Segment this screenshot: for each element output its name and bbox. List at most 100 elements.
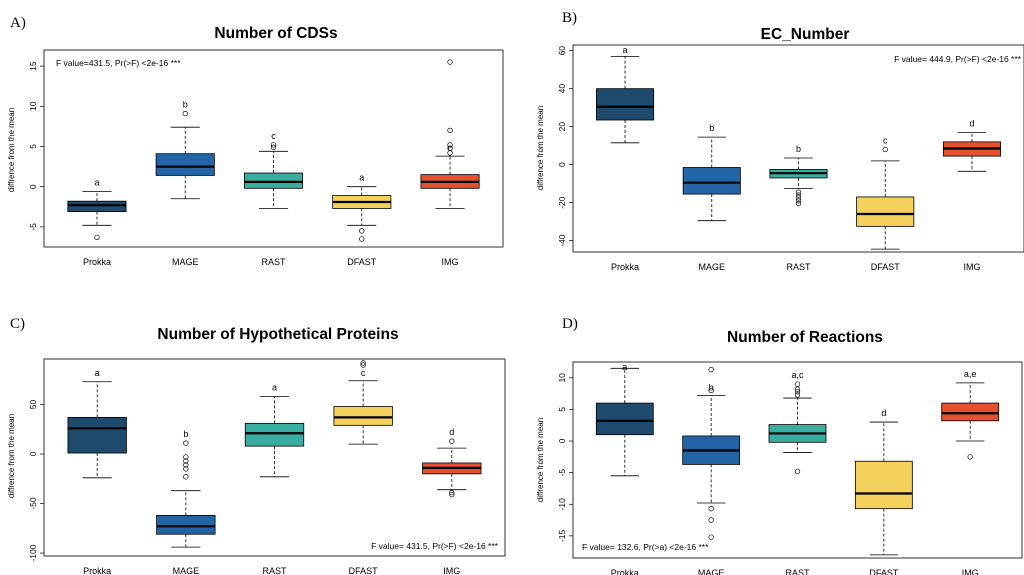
outlier-point (795, 198, 802, 204)
box-body (595, 402, 654, 436)
stat-annotation: F value=431.5, Pr(>F) <2e-16 *** (56, 58, 181, 68)
x-tick-label: Prokka (83, 257, 111, 267)
box-dfast: d DFAST (854, 408, 913, 575)
y-tick-label: -10 (557, 498, 567, 511)
box-rast: a,c RAST (768, 370, 827, 575)
plot-frame (572, 361, 1023, 559)
outlier-point (449, 491, 455, 498)
stat-annotation: F value= 132.6, Pr(>a) <2e-16 *** (582, 542, 709, 552)
significance-letter: a (95, 368, 100, 378)
significance-letter: b (183, 100, 188, 110)
outlier-point (183, 474, 189, 480)
y-tick-label: -5 (28, 223, 38, 231)
outlier-point (708, 366, 714, 373)
y-tick-label: -5 (557, 469, 567, 477)
box-body (67, 417, 127, 454)
y-tick-label: 20 (557, 122, 567, 132)
chart-title: Number of CDSs (214, 25, 337, 42)
box-body (333, 406, 393, 426)
x-tick-label: DFAST (871, 262, 901, 272)
box-rast: c RAST (243, 131, 304, 267)
outlier-point (795, 200, 802, 207)
box-body (596, 88, 655, 121)
outlier-point (183, 466, 189, 472)
stat-annotation: F value= 431.5, Pr(>F) <2e-16 *** (371, 541, 499, 551)
chart-title: EC_Number (761, 26, 850, 43)
significance-letter: a (623, 45, 628, 55)
outlier-point (270, 144, 277, 150)
significance-letter: a (622, 362, 627, 372)
outlier-point (360, 362, 366, 368)
x-tick-label: MAGE (699, 262, 726, 272)
y-tick-label: 0 (557, 162, 567, 167)
box-mage: b MAGE (156, 429, 216, 575)
box-body (243, 172, 304, 189)
box-body (682, 167, 741, 195)
y-tick-label: -40 (557, 234, 567, 247)
y-axis-label: diffrence from the mean (536, 418, 545, 502)
y-tick-label: 5 (28, 144, 38, 149)
y-tick-label: 40 (557, 84, 567, 94)
panel-letter: A) (10, 15, 26, 31)
y-tick-label: -50 (28, 497, 38, 510)
significance-letter: d (969, 118, 974, 128)
outlier-point (359, 228, 365, 234)
x-tick-label: DFAST (347, 257, 377, 267)
significance-letter: a,c (791, 370, 804, 380)
significance-letter: c (883, 135, 888, 145)
significance-letter: a (359, 173, 364, 183)
outlier-point (882, 146, 888, 153)
significance-letter: d (449, 427, 454, 437)
outlier-point (449, 489, 455, 496)
plot-frame (572, 44, 1024, 253)
x-tick-label: IMG (963, 262, 980, 272)
significance-letter: d (881, 408, 886, 418)
x-tick-label: RAST (786, 262, 811, 272)
y-tick-label: 60 (557, 46, 567, 56)
x-tick-label: MAGE (698, 568, 725, 575)
box-body (244, 422, 305, 447)
x-tick-label: RAST (262, 566, 287, 575)
panel-letter: D) (562, 316, 578, 332)
significance-letter: b (183, 429, 188, 439)
plot-frame (43, 358, 506, 557)
significance-letter: a (272, 383, 277, 393)
box-dfast: a DFAST (332, 173, 392, 267)
box-prokka: a Prokka (67, 178, 127, 267)
y-tick-label: 0 (28, 184, 38, 189)
outlier-point (794, 468, 801, 475)
box-img: a,e IMG (941, 369, 1000, 575)
y-axis-label: diffrence from the mean (7, 414, 16, 498)
outlier-point (795, 189, 802, 195)
box-body (941, 402, 1000, 422)
y-axis-label: diffrence from the mean (536, 106, 545, 190)
outlier-point (183, 462, 189, 468)
outlier-point (708, 517, 714, 523)
significance-letter: b (709, 383, 714, 393)
x-tick-label: MAGE (173, 566, 200, 575)
outlier-point (360, 360, 366, 366)
chart-title: Number of Hypothetical Proteins (157, 326, 398, 343)
box-rast: a RAST (244, 383, 305, 575)
box-prokka: a Prokka (67, 368, 127, 575)
outlier-point (794, 392, 801, 398)
outlier-point (183, 454, 189, 460)
box-img: c IMG (420, 59, 480, 267)
outlier-point (967, 454, 973, 460)
y-tick-label: 5 (557, 407, 567, 412)
outlier-point (794, 381, 801, 387)
y-tick-label: -15 (557, 529, 567, 542)
chart-panel-2: B) EC_Number -40 -20 0 20 40 60 diffrence from t… (536, 10, 1024, 272)
box-mage: b MAGE (682, 366, 741, 575)
stat-annotation: F value= 444.9, Pr(>F) <2e-16 *** (894, 54, 1022, 64)
outlier-point (270, 142, 277, 148)
box-mage: b MAGE (682, 123, 741, 272)
outlier-point (794, 389, 801, 395)
outlier-point (795, 192, 802, 198)
y-tick-label: 10 (557, 373, 567, 383)
x-tick-label: MAGE (172, 257, 199, 267)
box-mage: b MAGE (155, 100, 215, 267)
plot-frame (43, 49, 504, 248)
x-tick-label: IMG (442, 257, 459, 267)
x-tick-label: Prokka (83, 566, 111, 575)
